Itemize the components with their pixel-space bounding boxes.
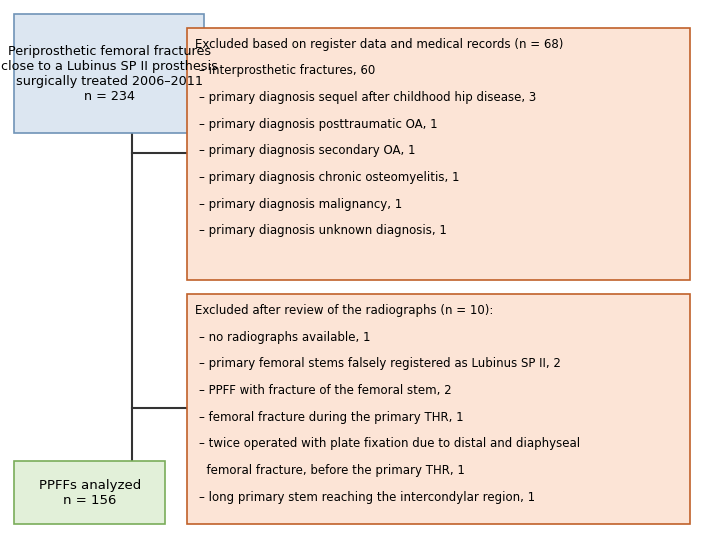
Text: – primary diagnosis posttraumatic OA, 1: – primary diagnosis posttraumatic OA, 1: [199, 118, 437, 130]
Text: – femoral fracture during the primary THR, 1: – femoral fracture during the primary TH…: [199, 411, 463, 423]
Text: Excluded after review of the radiographs (n = 10):: Excluded after review of the radiographs…: [195, 304, 494, 317]
FancyBboxPatch shape: [187, 294, 690, 524]
Text: – primary femoral stems falsely registered as Lubinus SP II, 2: – primary femoral stems falsely register…: [199, 357, 560, 370]
FancyBboxPatch shape: [14, 461, 165, 524]
Text: – no radiographs available, 1: – no radiographs available, 1: [199, 331, 370, 344]
Text: – primary diagnosis chronic osteomyelitis, 1: – primary diagnosis chronic osteomyeliti…: [199, 171, 459, 184]
Text: – PPFF with fracture of the femoral stem, 2: – PPFF with fracture of the femoral stem…: [199, 384, 451, 397]
FancyBboxPatch shape: [14, 14, 204, 133]
Text: – primary diagnosis unknown diagnosis, 1: – primary diagnosis unknown diagnosis, 1: [199, 224, 446, 237]
FancyBboxPatch shape: [187, 28, 690, 280]
Text: – twice operated with plate fixation due to distal and diaphyseal: – twice operated with plate fixation due…: [199, 437, 579, 450]
Text: Periprosthetic femoral fractures
close to a Lubinus SP II prosthesis
surgically : Periprosthetic femoral fractures close t…: [1, 44, 218, 103]
Text: Excluded based on register data and medical records (n = 68): Excluded based on register data and medi…: [195, 38, 563, 51]
Text: – primary diagnosis sequel after childhood hip disease, 3: – primary diagnosis sequel after childho…: [199, 91, 536, 104]
Text: – primary diagnosis secondary OA, 1: – primary diagnosis secondary OA, 1: [199, 144, 415, 157]
Text: PPFFs analyzed
n = 156: PPFFs analyzed n = 156: [39, 478, 141, 507]
Text: – interprosthetic fractures, 60: – interprosthetic fractures, 60: [199, 64, 375, 77]
Text: – long primary stem reaching the intercondylar region, 1: – long primary stem reaching the interco…: [199, 491, 534, 503]
Text: – primary diagnosis malignancy, 1: – primary diagnosis malignancy, 1: [199, 198, 402, 210]
Text: femoral fracture, before the primary THR, 1: femoral fracture, before the primary THR…: [199, 464, 465, 477]
